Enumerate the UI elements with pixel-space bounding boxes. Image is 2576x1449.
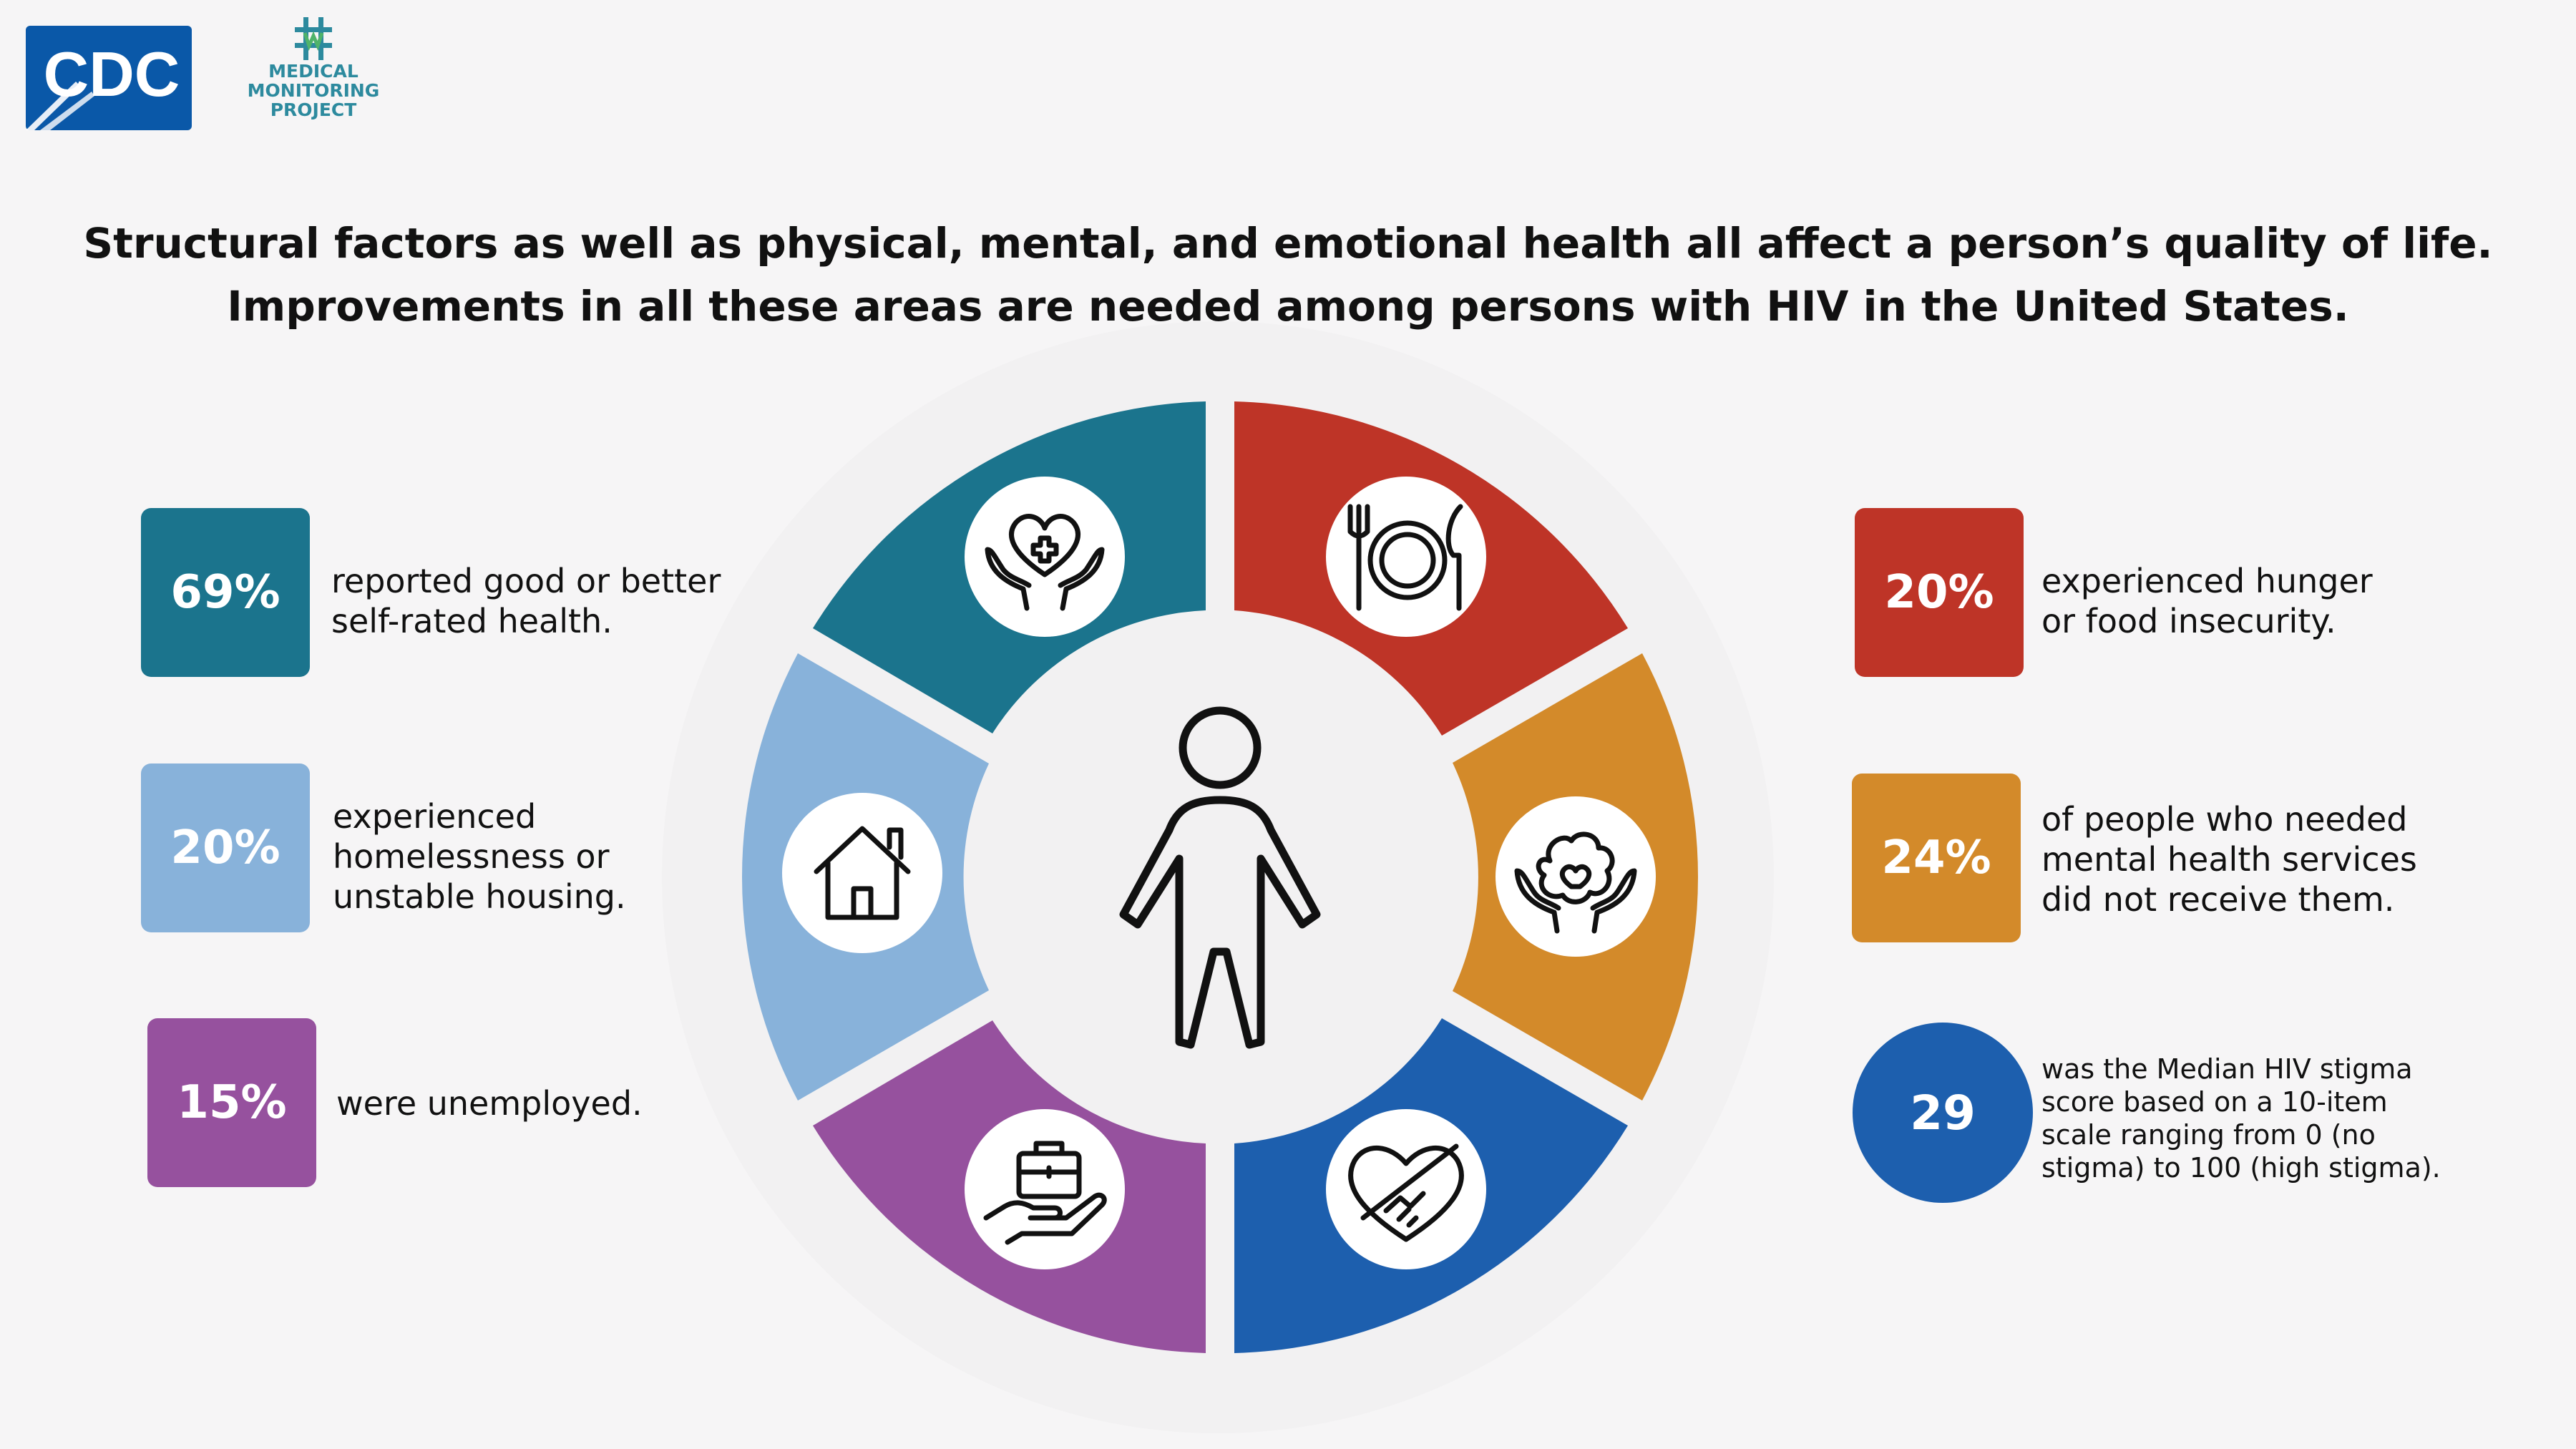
stat-value-employment: 15%: [147, 1018, 316, 1187]
headline: Structural factors as well as physical, …: [0, 212, 2576, 338]
mmp-logo: MEDICAL MONITORING PROJECT: [228, 14, 399, 122]
stat-value-mental-health: 24%: [1852, 774, 2021, 942]
person-icon: [1119, 706, 1321, 1049]
cdc-logo: CDC: [26, 26, 192, 130]
brain-hands-icon: [1514, 831, 1637, 934]
mmp-hash-icon: [295, 17, 332, 60]
headline-line-2: Improvements in all these areas are need…: [227, 282, 2349, 331]
stat-text-stigma: was the Median HIV stigma score based on…: [2041, 1053, 2441, 1184]
stat-value-housing: 20%: [141, 763, 310, 932]
briefcase-hand-icon: [983, 1141, 1107, 1245]
stat-text-food: experienced hunger or food insecurity.: [2041, 562, 2373, 640]
heart-handshake-icon: [1348, 1143, 1464, 1242]
stat-value-food: 20%: [1855, 508, 2024, 677]
stat-value-self-rated-health: 69%: [141, 508, 310, 677]
stat-value-stigma: 29: [1853, 1023, 2033, 1203]
heart-hands-icon: [985, 514, 1105, 611]
stat-text-employment: were unemployed.: [336, 1084, 643, 1123]
headline-line-1: Structural factors as well as physical, …: [83, 219, 2493, 268]
plate-utensils-icon: [1347, 504, 1463, 611]
house-icon: [814, 826, 911, 920]
stat-text-self-rated-health: reported good or better self-rated healt…: [331, 562, 721, 640]
stat-text-housing: experienced homelessness or unstable hou…: [333, 797, 626, 916]
svg-text:CDC: CDC: [44, 39, 180, 109]
mmp-logo-text: MEDICAL MONITORING PROJECT: [247, 61, 380, 120]
stat-text-mental-health: of people who needed mental health servi…: [2041, 800, 2417, 919]
